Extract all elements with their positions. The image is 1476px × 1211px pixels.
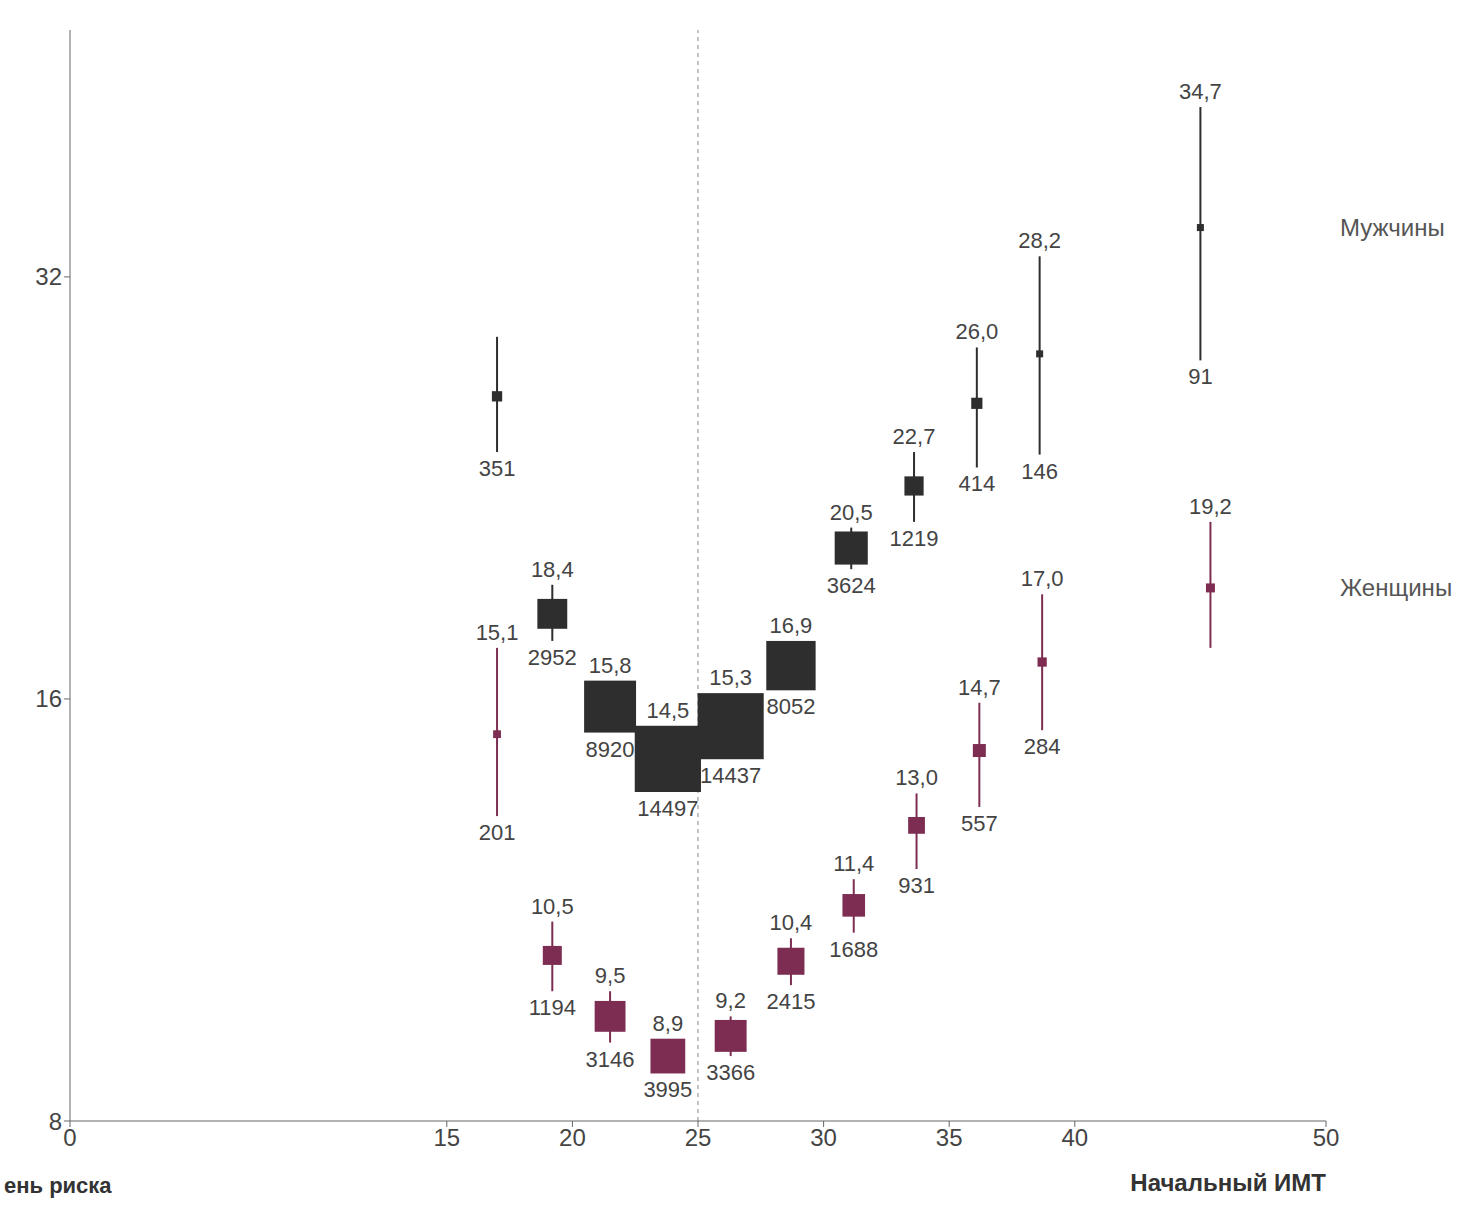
svg-text:11,4: 11,4	[833, 851, 874, 876]
svg-text:16,9: 16,9	[770, 613, 813, 638]
svg-text:414: 414	[958, 471, 995, 496]
svg-text:8,9: 8,9	[653, 1011, 684, 1036]
svg-text:28,2: 28,2	[1018, 228, 1061, 253]
svg-text:13,0: 13,0	[895, 765, 938, 790]
svg-text:18,4: 18,4	[531, 557, 574, 582]
html-text:Женщины: Женщины	[1340, 573, 1453, 601]
svg-text:20,5: 20,5	[830, 500, 873, 525]
svg-text:15: 15	[433, 1124, 460, 1151]
html-text:ень риска: ень риска	[4, 1173, 112, 1198]
svg-text:1219: 1219	[890, 526, 939, 551]
svg-text:1194: 1194	[529, 995, 576, 1020]
svg-text:50: 50	[1313, 1124, 1340, 1151]
svg-text:10,5: 10,5	[531, 894, 574, 919]
svg-text:3366: 3366	[706, 1060, 755, 1085]
svg-text:26,0: 26,0	[955, 319, 998, 344]
svg-text:8052: 8052	[766, 694, 815, 719]
svg-text:931: 931	[898, 873, 935, 898]
svg-text:10,4: 10,4	[770, 910, 813, 935]
svg-text:2952: 2952	[528, 645, 577, 670]
svg-text:351: 351	[479, 456, 516, 481]
svg-text:8920: 8920	[586, 737, 635, 762]
svg-text:22,7: 22,7	[893, 424, 936, 449]
svg-text:16: 16	[35, 685, 62, 712]
svg-text:9,2: 9,2	[715, 988, 746, 1013]
svg-text:1688: 1688	[829, 937, 878, 962]
svg-text:2415: 2415	[766, 989, 815, 1014]
svg-text:91: 91	[1188, 364, 1212, 389]
html-text:Мужчины: Мужчины	[1340, 213, 1445, 241]
svg-text:0: 0	[63, 1124, 76, 1151]
svg-text:20: 20	[559, 1124, 586, 1151]
svg-text:3624: 3624	[827, 573, 876, 598]
svg-text:32: 32	[35, 263, 62, 290]
svg-text:201: 201	[479, 820, 516, 845]
svg-text:14,7: 14,7	[958, 675, 1001, 700]
svg-text:34,7: 34,7	[1179, 79, 1222, 104]
svg-text:3146: 3146	[586, 1047, 635, 1072]
svg-text:14497: 14497	[637, 796, 698, 821]
svg-text:15,3: 15,3	[709, 665, 752, 690]
svg-text:15,1: 15,1	[476, 620, 519, 645]
svg-text:40: 40	[1061, 1124, 1088, 1151]
svg-text:17,0: 17,0	[1021, 566, 1064, 591]
svg-text:15,8: 15,8	[589, 653, 632, 678]
svg-text:35: 35	[936, 1124, 963, 1151]
svg-text:284: 284	[1024, 734, 1061, 759]
svg-text:3995: 3995	[643, 1077, 692, 1102]
svg-text:19,2: 19,2	[1189, 494, 1232, 519]
svg-text:14,5: 14,5	[646, 698, 689, 723]
svg-text:30: 30	[810, 1124, 837, 1151]
svg-text:9,5: 9,5	[595, 963, 626, 988]
svg-text:146: 146	[1021, 459, 1058, 484]
svg-text:557: 557	[961, 811, 998, 836]
svg-text:8: 8	[49, 1108, 62, 1135]
svg-text:14437: 14437	[700, 763, 761, 788]
svg-text:Начальный ИМТ: Начальный ИМТ	[1130, 1169, 1326, 1196]
svg-text:25: 25	[685, 1124, 712, 1151]
